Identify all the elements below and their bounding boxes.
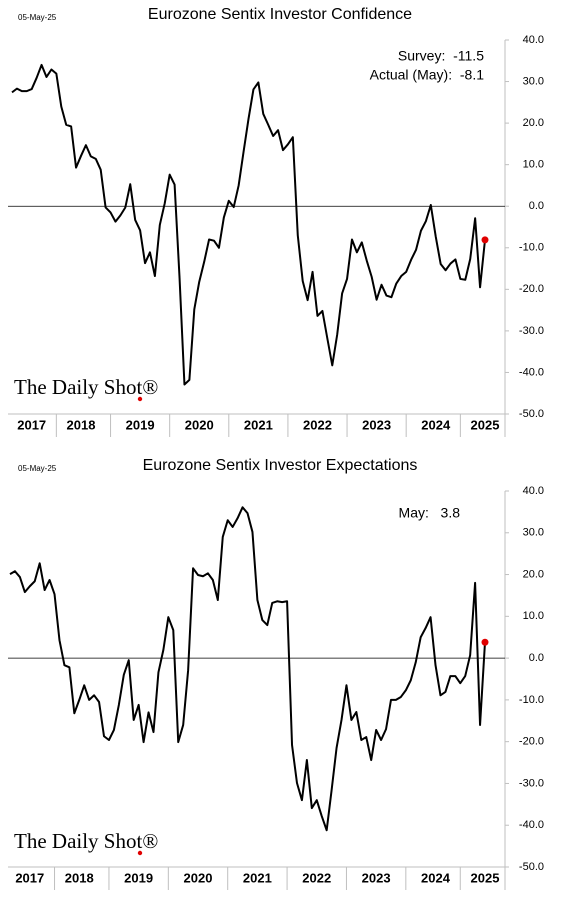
x-tick-label: 2017 <box>17 417 46 432</box>
watermark-dot <box>137 850 143 856</box>
x-tick-label: 2020 <box>184 870 213 885</box>
y-tick-label: 0.0 <box>529 652 544 664</box>
y-tick-label: 0.0 <box>529 200 544 212</box>
annotation: May: 3.8 <box>399 505 461 521</box>
y-tick-label: -10.0 <box>519 694 544 706</box>
y-tick-label: 10.0 <box>523 610 544 622</box>
y-tick-label: -30.0 <box>519 777 544 789</box>
y-tick-label: -50.0 <box>519 861 544 873</box>
y-tick-label: -50.0 <box>519 408 544 420</box>
y-tick-label: 10.0 <box>523 159 544 171</box>
x-tick-label: 2025 <box>471 417 500 432</box>
y-tick-label: -20.0 <box>519 283 544 295</box>
watermark-dot <box>137 396 143 402</box>
x-tick-label: 2024 <box>421 870 451 885</box>
annotation: Survey: -11.5 <box>398 48 484 64</box>
date-stamp: 05-May-25 <box>18 13 57 22</box>
x-tick-label: 2017 <box>15 870 44 885</box>
x-tick-label: 2023 <box>362 417 391 432</box>
watermark: The Daily Shot® <box>14 375 158 399</box>
y-tick-label: 20.0 <box>523 568 544 580</box>
y-tick-label: 30.0 <box>523 527 544 539</box>
x-tick-label: 2022 <box>303 417 332 432</box>
x-tick-label: 2018 <box>67 417 96 432</box>
x-tick-label: 2019 <box>126 417 155 432</box>
x-tick-label: 2023 <box>362 870 391 885</box>
y-tick-label: 20.0 <box>523 117 544 129</box>
y-tick-label: -40.0 <box>519 366 544 378</box>
x-tick-label: 2019 <box>124 870 153 885</box>
x-tick-label: 2024 <box>421 417 451 432</box>
y-tick-label: 40.0 <box>523 34 544 46</box>
x-tick-label: 2025 <box>471 870 500 885</box>
last-point <box>481 638 489 646</box>
chart-title: Eurozone Sentix Investor Confidence <box>148 6 412 23</box>
watermark: The Daily Shot® <box>14 829 158 853</box>
x-tick-label: 2021 <box>243 870 272 885</box>
x-tick-label: 2020 <box>185 417 214 432</box>
series-line <box>11 63 486 386</box>
last-point <box>481 236 489 244</box>
series-line <box>9 506 486 832</box>
y-tick-label: -20.0 <box>519 736 544 748</box>
chart-title: Eurozone Sentix Investor Expectations <box>143 457 418 474</box>
y-tick-label: -10.0 <box>519 242 544 254</box>
y-tick-label: -40.0 <box>519 819 544 831</box>
date-stamp: 05-May-25 <box>18 464 57 473</box>
x-tick-label: 2022 <box>302 870 331 885</box>
annotation: Actual (May): -8.1 <box>370 67 485 83</box>
y-tick-label: -30.0 <box>519 325 544 337</box>
y-tick-label: 30.0 <box>523 75 544 87</box>
y-tick-label: 40.0 <box>523 485 544 497</box>
x-tick-label: 2018 <box>65 870 94 885</box>
x-tick-label: 2021 <box>244 417 273 432</box>
